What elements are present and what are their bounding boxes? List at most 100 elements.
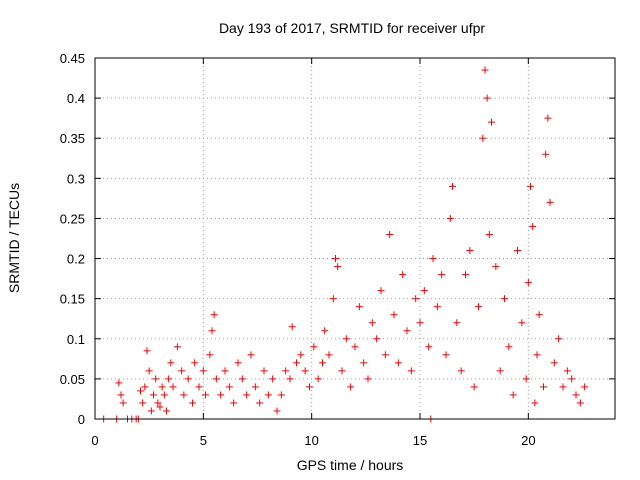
data-point bbox=[117, 391, 125, 399]
data-point bbox=[453, 319, 461, 327]
data-point bbox=[163, 407, 170, 415]
data-point bbox=[563, 367, 571, 375]
data-point bbox=[407, 367, 415, 375]
data-point bbox=[420, 287, 428, 295]
data-point bbox=[390, 311, 398, 319]
x-tick-label: 15 bbox=[413, 433, 427, 448]
data-point bbox=[238, 375, 246, 383]
data-point bbox=[518, 319, 526, 327]
data-point bbox=[550, 359, 558, 367]
y-axis-label: SRMTID / TECUs bbox=[6, 183, 22, 293]
y-tick-label: 0.4 bbox=[67, 91, 85, 106]
data-point bbox=[466, 247, 474, 255]
data-point bbox=[368, 319, 376, 327]
x-tick-labels: 0 5 10 15 20 bbox=[91, 433, 535, 448]
data-point bbox=[522, 375, 530, 383]
data-point bbox=[139, 399, 147, 407]
data-point bbox=[555, 335, 563, 343]
data-point bbox=[178, 367, 186, 375]
data-point bbox=[167, 359, 175, 367]
data-point bbox=[509, 391, 517, 399]
data-point bbox=[529, 222, 537, 230]
data-point bbox=[115, 379, 123, 387]
grid-lines bbox=[95, 58, 615, 419]
data-point bbox=[347, 383, 355, 391]
y-tick-label: 0.05 bbox=[60, 372, 85, 387]
data-point bbox=[173, 343, 181, 351]
data-point bbox=[221, 367, 229, 375]
data-point bbox=[425, 343, 433, 351]
data-point bbox=[225, 383, 233, 391]
data-point bbox=[364, 375, 372, 383]
y-tick-label: 0.25 bbox=[60, 211, 85, 226]
data-point bbox=[576, 399, 584, 407]
data-point bbox=[462, 271, 469, 279]
data-point bbox=[293, 359, 300, 367]
data-point bbox=[199, 367, 207, 375]
data-point bbox=[338, 367, 346, 375]
data-point bbox=[546, 198, 554, 206]
data-point bbox=[457, 367, 465, 375]
data-point bbox=[150, 391, 157, 399]
y-tick-label: 0.35 bbox=[60, 131, 85, 146]
data-point bbox=[143, 347, 151, 355]
data-point bbox=[403, 327, 411, 335]
data-point bbox=[137, 387, 144, 395]
data-point bbox=[314, 375, 322, 383]
y-tick-label: 0 bbox=[78, 412, 85, 427]
data-point bbox=[264, 391, 272, 399]
data-point bbox=[306, 383, 313, 391]
data-point bbox=[184, 375, 192, 383]
data-point bbox=[416, 319, 424, 327]
data-point bbox=[234, 359, 242, 367]
data-point bbox=[160, 391, 168, 399]
data-point bbox=[277, 391, 285, 399]
y-tick-label: 0.3 bbox=[67, 171, 85, 186]
data-point bbox=[273, 407, 281, 415]
data-point bbox=[475, 303, 482, 311]
data-point bbox=[394, 359, 402, 367]
data-point bbox=[542, 150, 550, 158]
data-point bbox=[505, 343, 513, 351]
data-point bbox=[189, 399, 196, 407]
data-point bbox=[351, 343, 359, 351]
data-point bbox=[256, 399, 264, 407]
data-point bbox=[180, 391, 188, 399]
data-point bbox=[147, 407, 155, 415]
data-point bbox=[286, 375, 294, 383]
data-point bbox=[470, 383, 478, 391]
data-point bbox=[230, 399, 238, 407]
data-point bbox=[442, 351, 450, 359]
y-tick-label: 0.1 bbox=[67, 332, 85, 347]
data-point bbox=[533, 351, 541, 359]
x-tick-label: 10 bbox=[304, 433, 318, 448]
data-point bbox=[492, 263, 500, 271]
data-point bbox=[119, 399, 127, 407]
data-point bbox=[514, 247, 521, 255]
y-tick-labels: 0 0.05 0.1 0.15 0.2 0.25 0.3 0.35 0.4 0.45 bbox=[60, 51, 85, 427]
data-point bbox=[269, 375, 277, 383]
data-point bbox=[206, 351, 214, 359]
data-point bbox=[191, 359, 199, 367]
y-tick-label: 0.15 bbox=[60, 292, 85, 307]
data-point bbox=[355, 303, 363, 311]
data-point bbox=[217, 391, 225, 399]
data-point bbox=[496, 367, 504, 375]
data-point bbox=[158, 383, 166, 391]
data-point bbox=[282, 367, 290, 375]
data-point bbox=[572, 391, 580, 399]
data-point bbox=[377, 287, 385, 295]
data-point bbox=[310, 343, 318, 351]
chart-title: Day 193 of 2017, SRMTID for receiver ufp… bbox=[219, 20, 485, 36]
data-point bbox=[156, 403, 164, 411]
x-axis-label: GPS time / hours bbox=[297, 457, 404, 473]
data-point bbox=[212, 375, 220, 383]
data-point bbox=[501, 295, 508, 303]
data-point bbox=[342, 335, 350, 343]
data-point bbox=[433, 303, 441, 311]
data-point bbox=[243, 391, 251, 399]
data-point bbox=[373, 335, 381, 343]
data-point bbox=[479, 134, 487, 142]
x-tick-label: 5 bbox=[200, 433, 207, 448]
